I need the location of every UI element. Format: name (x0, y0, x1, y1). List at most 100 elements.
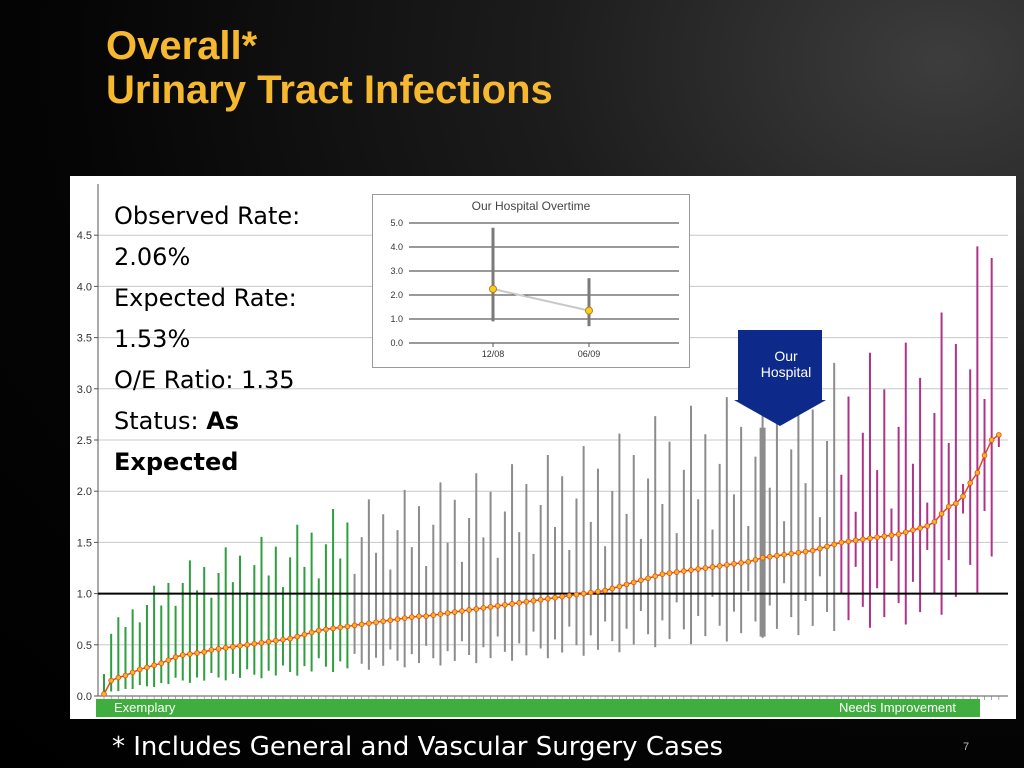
y-tick-label: 4.0 (77, 281, 92, 293)
inset-x-tick-label: 12/08 (482, 349, 505, 359)
data-point (974, 469, 981, 476)
data-point (587, 589, 594, 596)
data-point (967, 480, 974, 486)
data-point (566, 592, 573, 599)
data-point (222, 645, 229, 651)
exemplary-label: Exemplary (114, 700, 176, 715)
data-point (401, 615, 408, 621)
inset-y-tick-label: 1.0 (390, 314, 403, 324)
data-point (516, 600, 523, 606)
data-point (480, 605, 487, 611)
data-point (444, 610, 451, 616)
data-point (265, 638, 272, 645)
our-hospital-ci-bar (759, 427, 766, 637)
data-point (709, 564, 716, 570)
data-point (351, 622, 358, 629)
data-point (287, 635, 293, 642)
data-point (344, 623, 351, 630)
data-point (537, 596, 544, 603)
data-point (766, 553, 773, 560)
data-point (323, 626, 329, 633)
data-point (695, 566, 701, 572)
data-point (852, 537, 859, 544)
data-point (788, 550, 795, 557)
inset-y-tick-label: 0.0 (390, 338, 403, 348)
data-point (609, 585, 616, 592)
data-point (179, 652, 186, 658)
y-tick-label: 4.5 (77, 230, 92, 242)
data-point (251, 640, 258, 647)
data-point (817, 545, 823, 552)
data-point (745, 559, 752, 565)
y-tick-label: 3.0 (77, 384, 92, 396)
data-point (831, 541, 837, 548)
data-point (809, 547, 816, 554)
expected-rate-value: 1.53% (114, 325, 191, 353)
data-point (595, 588, 601, 595)
data-point (437, 611, 444, 617)
data-point (115, 674, 122, 681)
status-value-continued: Expected (114, 448, 239, 476)
data-point (201, 649, 208, 655)
data-point (559, 593, 565, 600)
data-point (530, 597, 537, 604)
data-point (580, 590, 587, 597)
title-line-2: Urinary Tract Infections (106, 68, 553, 112)
data-point (409, 614, 415, 620)
data-point (681, 568, 687, 574)
data-point (451, 609, 458, 615)
inset-y-tick-label: 2.0 (390, 290, 403, 300)
data-point (416, 613, 422, 619)
data-point (688, 567, 694, 573)
data-point (673, 569, 680, 575)
funnel-chart-panel: 0.0 0.5 1.0 1.5 2.0 2.5 3.0 3.5 4.0 4.5 Observed … (70, 176, 1016, 719)
data-point (230, 644, 236, 650)
data-point (172, 654, 179, 660)
data-point (623, 581, 630, 588)
overtime-inset-chart: Our Hospital Overtime 0.0 1.0 2.0 3.0 4.0 5.0… (372, 194, 690, 368)
status-value: As (206, 407, 240, 435)
inset-chart-plot: 0.0 1.0 2.0 3.0 4.0 5.0 12/08 06/09 (390, 218, 679, 359)
slide-title: Overall* Urinary Tract Infections (106, 24, 553, 112)
data-point (280, 636, 286, 643)
data-point (337, 624, 344, 631)
data-point (394, 616, 401, 623)
data-point (129, 669, 136, 676)
data-point (602, 587, 608, 594)
data-point (910, 527, 916, 533)
data-point (860, 536, 866, 543)
inset-y-tick-label: 3.0 (390, 266, 403, 276)
data-point (759, 554, 766, 561)
data-point (487, 604, 494, 610)
status-line: Status: As (114, 401, 354, 442)
down-arrow-icon (734, 330, 826, 426)
page-number: 7 (963, 741, 970, 753)
footnote: * Includes General and Vascular Surgery … (112, 732, 723, 762)
data-point (244, 641, 250, 648)
data-point (731, 561, 737, 567)
data-point (781, 551, 787, 558)
data-point (165, 657, 172, 663)
data-point (917, 525, 923, 531)
data-point (545, 595, 551, 602)
data-point (122, 672, 129, 679)
our-hospital-marker: Our Hospital (720, 330, 852, 426)
data-point (802, 548, 809, 555)
data-point (638, 577, 644, 584)
inset-data-point (489, 285, 497, 293)
data-point (666, 570, 673, 576)
data-point (630, 579, 637, 586)
data-point (795, 549, 802, 556)
data-point (981, 452, 988, 459)
data-point (373, 619, 379, 626)
performance-band: Exemplary Needs Improvement (96, 699, 980, 717)
data-point (108, 677, 114, 684)
data-point (523, 598, 530, 605)
data-point (151, 662, 157, 669)
data-point (423, 613, 429, 619)
inset-x-tick-label: 06/09 (578, 349, 601, 359)
main-chart: 0.0 0.5 1.0 1.5 2.0 2.5 3.0 3.5 4.0 4.5 (77, 184, 1008, 703)
data-point (845, 538, 852, 545)
data-point (573, 591, 580, 598)
oe-ratio: O/E Ratio: 1.35 (114, 366, 295, 394)
